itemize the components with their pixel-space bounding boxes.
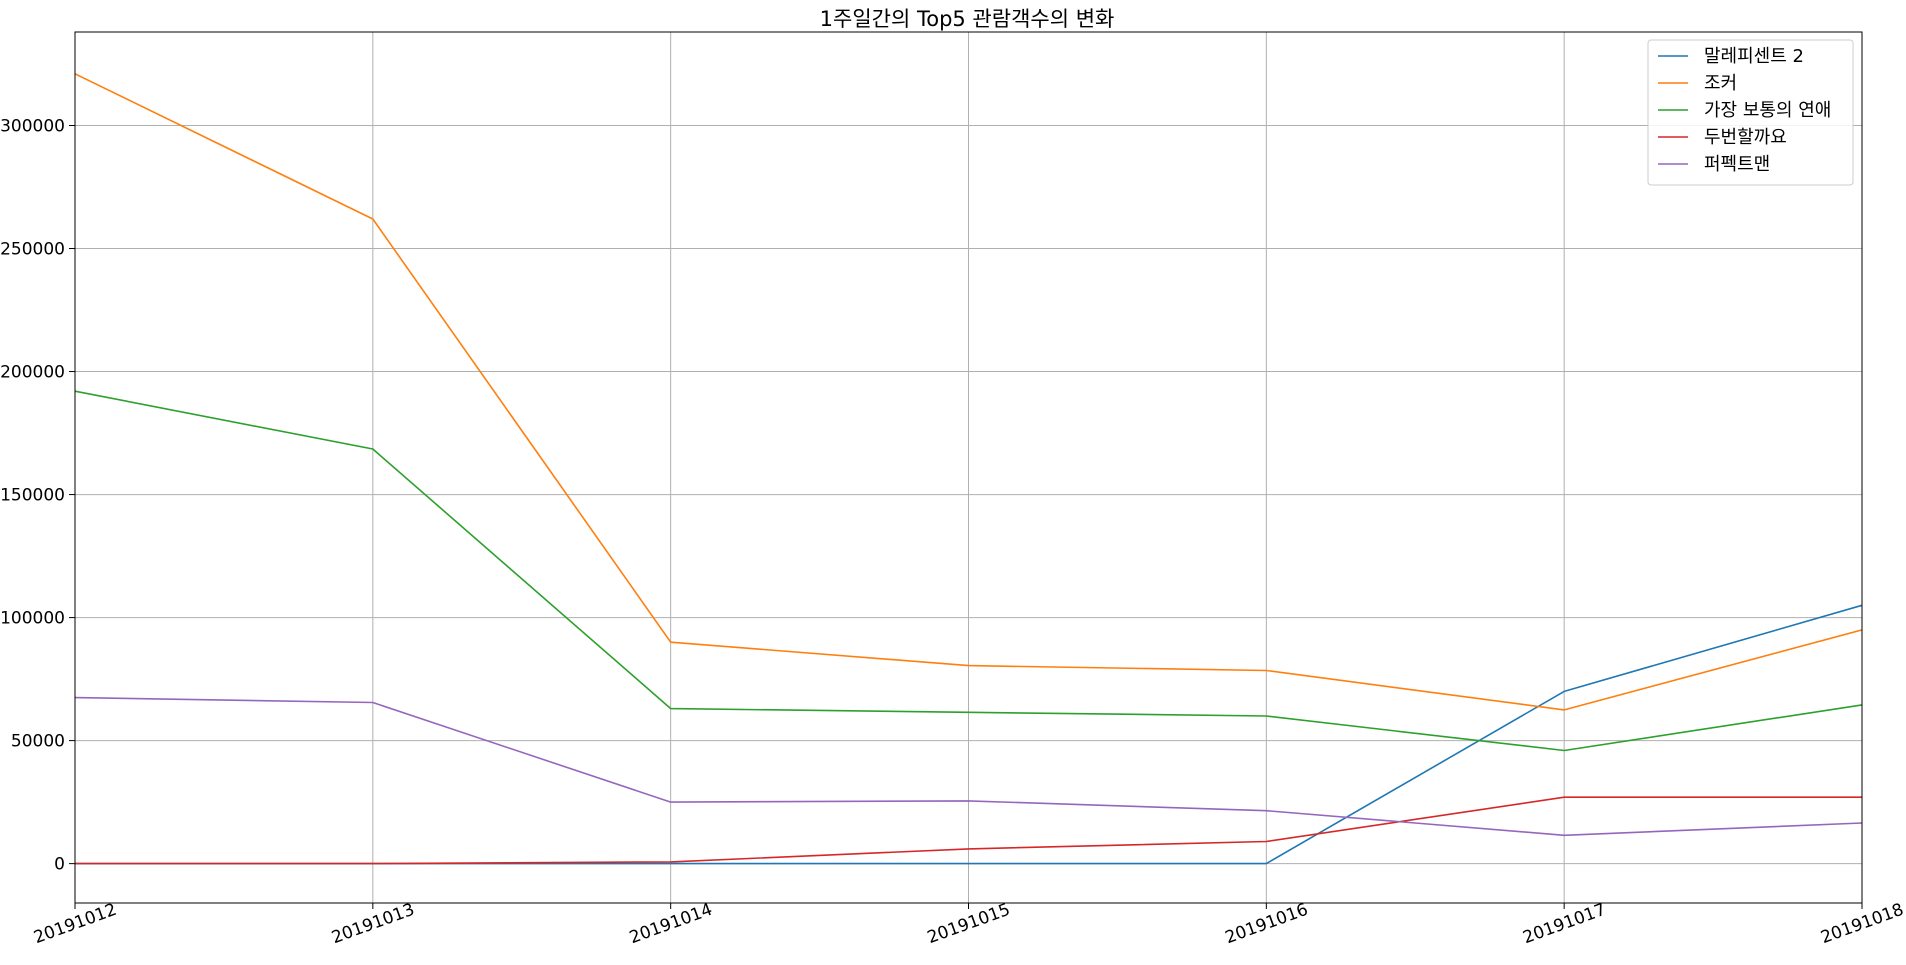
y-tick-label: 0 — [54, 855, 65, 875]
legend-label: 퍼펙트맨 — [1704, 154, 1770, 175]
series-line — [75, 796, 1862, 865]
y-tick-label: 150000 — [0, 486, 65, 506]
y-tick-label: 250000 — [0, 240, 65, 260]
legend-label: 두번할까요 — [1704, 127, 1787, 148]
series-line — [74, 73, 1863, 711]
legend-label: 조커 — [1704, 73, 1737, 94]
legend-label: 가장 보통의 연애 — [1704, 100, 1831, 121]
series-line — [74, 390, 1863, 752]
series-lines — [74, 73, 1863, 865]
legend-label: 말레피센트 2 — [1704, 46, 1804, 67]
plot-frame — [74, 31, 1863, 904]
series-line — [74, 696, 1863, 837]
grid — [74, 32, 1863, 903]
y-tick-label: 200000 — [0, 363, 65, 383]
legend-box — [1647, 39, 1854, 186]
y-tick-label: 100000 — [0, 609, 65, 629]
y-tick-label: 50000 — [11, 732, 65, 752]
chart-title: 1주일간의 Top5 관람객수의 변화 — [820, 7, 1115, 31]
y-tick-label: 300000 — [0, 116, 65, 136]
